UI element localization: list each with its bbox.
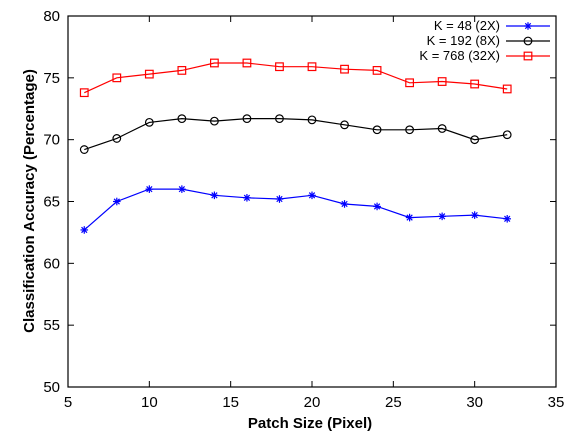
square-marker: [242, 58, 252, 68]
y-tick-label: 70: [43, 132, 60, 149]
x-tick-label: 10: [141, 394, 158, 411]
square-marker: [502, 84, 512, 94]
square-marker: [437, 77, 447, 86]
asterisk-marker: [373, 202, 381, 211]
square-marker: [372, 66, 382, 75]
series-line: [83, 188, 508, 231]
x-tick-label: 5: [64, 394, 72, 411]
y-tick-label: 55: [43, 317, 60, 334]
y-tick-label: 65: [43, 194, 60, 211]
square-marker: [177, 66, 187, 75]
legend-label: K = 192 (8X): [427, 33, 500, 48]
square-marker: [79, 88, 89, 98]
circle-marker: [242, 114, 252, 124]
y-tick-label: 50: [43, 379, 60, 396]
circle-marker: [502, 130, 512, 140]
y-tick-label: 60: [43, 255, 60, 272]
asterisk-marker: [145, 185, 154, 193]
circle-marker: [405, 125, 415, 135]
asterisk-marker: [340, 200, 349, 208]
asterisk-marker: [308, 191, 316, 200]
x-tick-label: 15: [222, 394, 239, 411]
square-marker: [112, 73, 122, 83]
x-tick-label: 20: [304, 394, 321, 411]
circle-marker: [79, 145, 89, 154]
y-tick-label: 80: [43, 8, 60, 25]
series-line: [84, 62, 508, 94]
asterisk-marker: [524, 22, 532, 30]
square-marker: [210, 58, 219, 68]
x-tick-label: 25: [385, 394, 402, 411]
square-marker: [340, 64, 349, 74]
square-marker: [307, 62, 317, 72]
circle-marker: [177, 114, 187, 124]
series-1: [80, 185, 511, 234]
plot-series: [79, 58, 512, 234]
circle-marker: [275, 114, 284, 124]
circle-marker: [144, 117, 154, 127]
asterisk-marker: [503, 215, 511, 223]
asterisk-marker: [113, 197, 121, 206]
x-axis-title: Patch Size (Pixel): [248, 415, 372, 432]
series-line: [84, 117, 508, 151]
y-tick-label: 75: [43, 70, 60, 87]
x-tick-label: 30: [466, 394, 483, 411]
square-marker: [523, 51, 533, 61]
circle-marker: [437, 124, 447, 133]
square-marker: [405, 78, 414, 88]
legend-label: K = 768 (32X): [419, 48, 500, 63]
axes: 5 10 15 20 25 30 35 50 55 60 65 70 75 80: [43, 8, 564, 411]
square-marker: [470, 79, 480, 89]
legend-label: K = 48 (2X): [434, 18, 500, 33]
y-axis-title: Classification Accuracy (Percentage): [21, 69, 38, 333]
asterisk-marker: [80, 226, 89, 234]
circle-marker: [372, 125, 382, 135]
legend: K = 48 (2X)K = 192 (8X)K = 768 (32X): [419, 18, 550, 63]
asterisk-marker: [178, 185, 186, 193]
circle-marker: [340, 120, 349, 130]
circle-marker: [112, 134, 122, 143]
circle-marker: [209, 116, 219, 126]
square-marker: [275, 62, 284, 72]
asterisk-marker: [275, 195, 284, 203]
circle-marker: [523, 36, 533, 46]
square-marker: [144, 69, 154, 79]
series-3: [79, 58, 512, 98]
asterisk-marker: [405, 213, 414, 222]
plot-frame: [67, 15, 557, 388]
asterisk-marker: [470, 211, 479, 219]
asterisk-marker: [438, 212, 446, 221]
asterisk-marker: [243, 193, 251, 202]
x-tick-label: 35: [548, 394, 565, 411]
asterisk-marker: [210, 191, 219, 200]
circle-marker: [470, 135, 480, 145]
circle-marker: [307, 115, 317, 125]
series-2: [79, 114, 512, 154]
